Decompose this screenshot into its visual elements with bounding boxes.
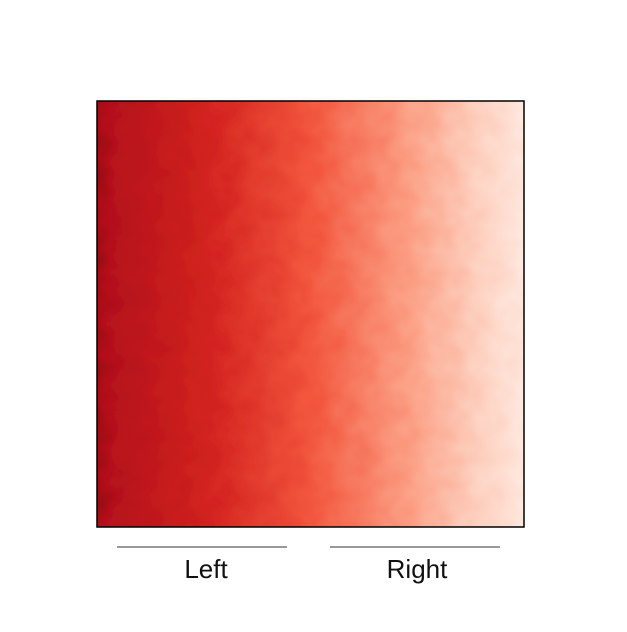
left-label: Left	[184, 554, 228, 584]
gradient-field	[97, 101, 524, 527]
frame	[96, 100, 525, 528]
right-label: Right	[387, 554, 448, 584]
heatmap	[97, 101, 524, 527]
